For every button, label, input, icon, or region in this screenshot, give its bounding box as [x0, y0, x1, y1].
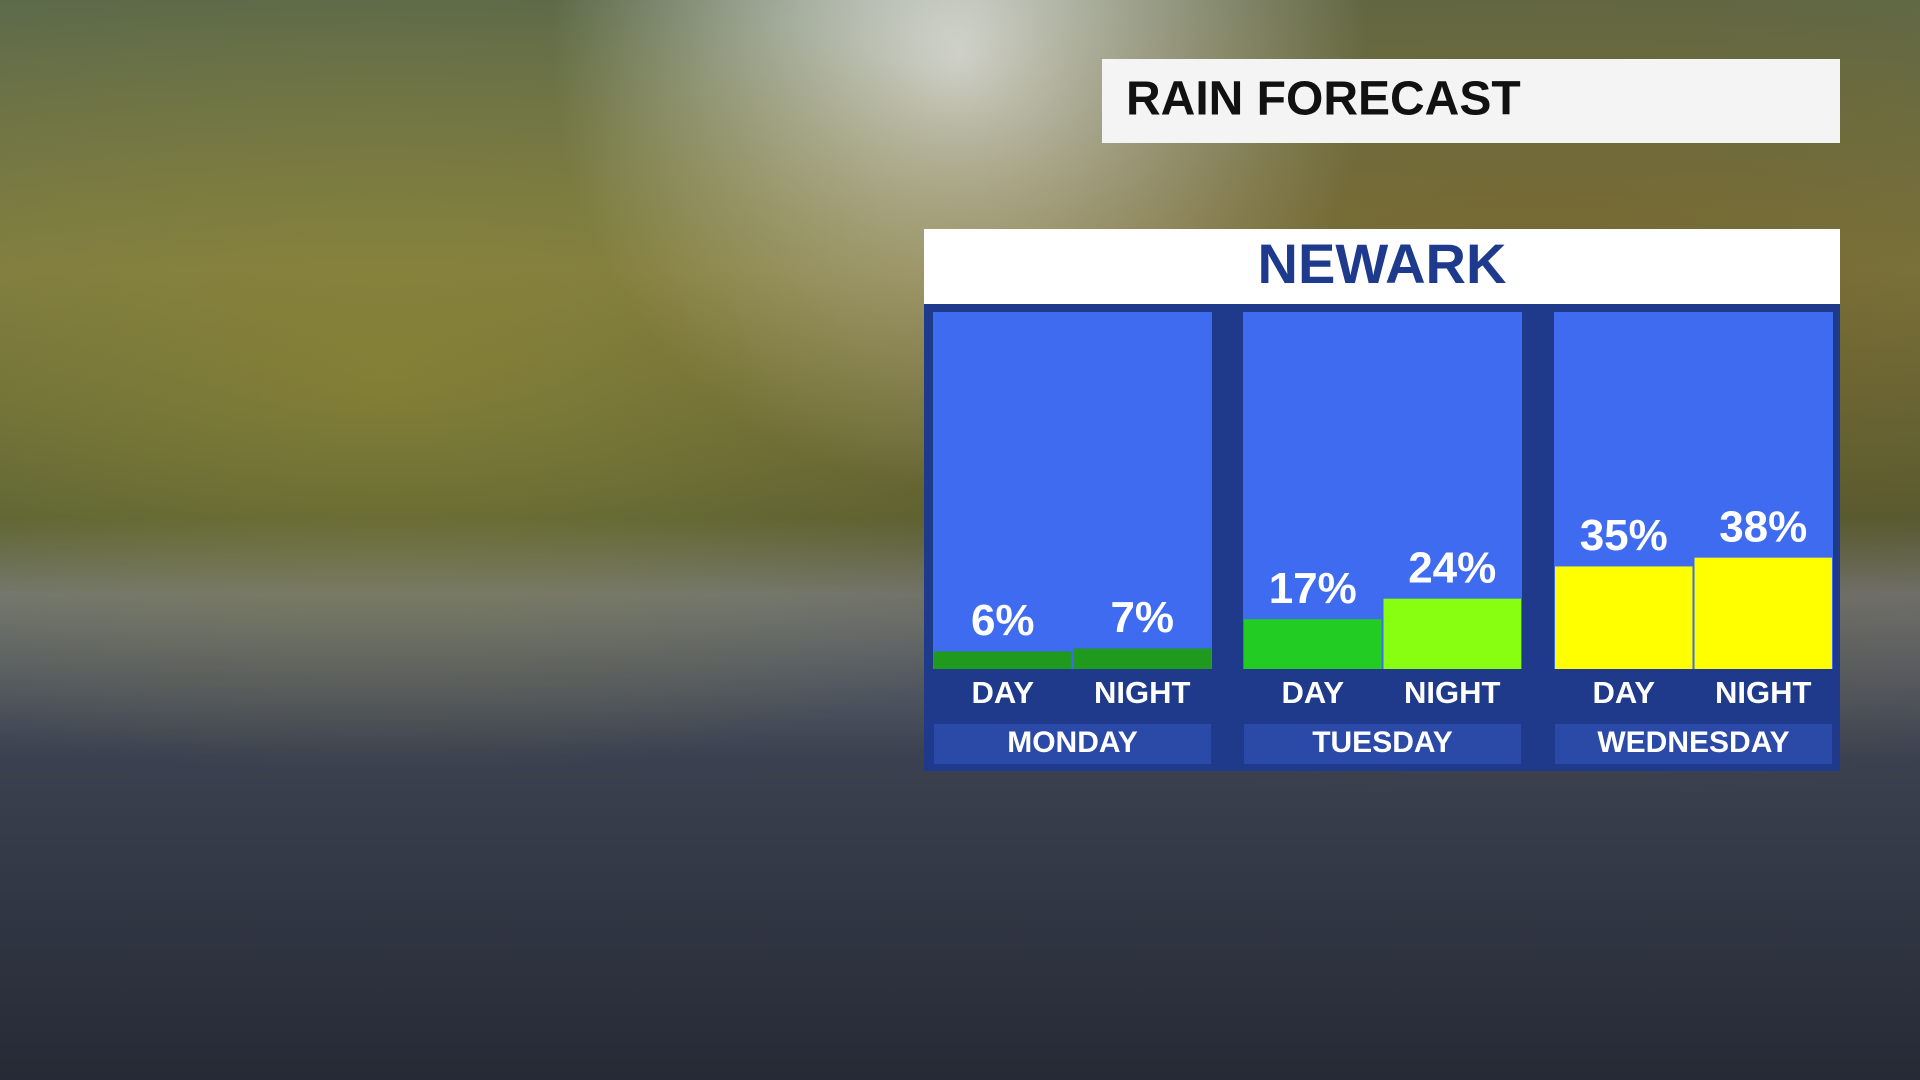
- day-name-box: [1242, 722, 1523, 766]
- value-label: 24%: [1408, 543, 1496, 592]
- bar: [1555, 566, 1693, 669]
- period-label: DAY: [1592, 675, 1655, 710]
- column-background: [933, 312, 1212, 669]
- value-label: 35%: [1580, 511, 1668, 560]
- period-label: DAY: [971, 675, 1034, 710]
- period-label: NIGHT: [1715, 675, 1812, 710]
- value-label: 17%: [1269, 564, 1357, 613]
- bar: [1694, 557, 1832, 669]
- bar: [1073, 648, 1211, 669]
- subtitle-box: [924, 229, 1840, 305]
- day-name: TUESDAY: [1312, 726, 1453, 759]
- day-name: WEDNESDAY: [1597, 726, 1789, 759]
- value-label: 7%: [1110, 593, 1174, 642]
- day-name-box: [932, 722, 1213, 766]
- period-label: NIGHT: [1404, 675, 1501, 710]
- bar: [1383, 598, 1521, 669]
- bar: [1244, 619, 1382, 669]
- chart-subtitle: NEWARK: [1258, 232, 1507, 295]
- bar: [934, 651, 1072, 669]
- title-box: [1102, 59, 1840, 143]
- value-label: 38%: [1719, 502, 1807, 551]
- chart-title: RAIN FORECAST: [1126, 73, 1521, 126]
- period-label: NIGHT: [1094, 675, 1191, 710]
- value-label: 6%: [971, 596, 1035, 645]
- period-label: DAY: [1281, 675, 1344, 710]
- day-name-box: [1553, 722, 1834, 766]
- day-name: MONDAY: [1007, 726, 1138, 759]
